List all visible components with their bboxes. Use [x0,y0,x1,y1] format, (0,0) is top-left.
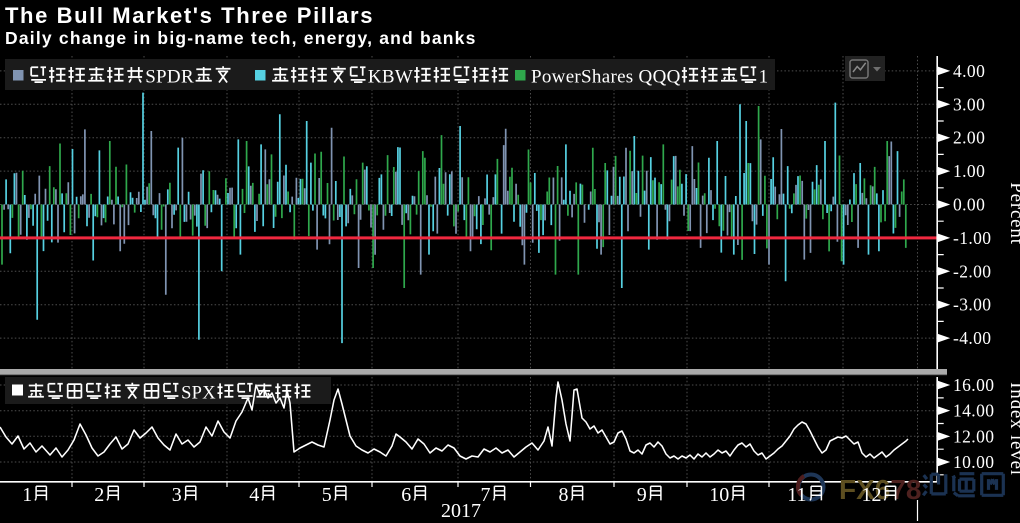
svg-text:FX678: FX678 [839,474,922,505]
svg-text:3: 3 [172,484,182,506]
svg-text:Index level: Index level [1006,382,1020,476]
svg-text:1: 1 [759,67,769,88]
svg-text:Percent: Percent [1006,182,1020,245]
svg-text:SPDR: SPDR [145,67,194,88]
svg-text:10.00: 10.00 [953,452,994,472]
svg-text:KBW: KBW [368,67,413,88]
svg-text:9: 9 [637,484,647,506]
svg-text:4.00: 4.00 [953,61,985,81]
svg-text:3.00: 3.00 [953,94,985,114]
svg-text:-1.00: -1.00 [953,228,991,248]
svg-text:12: 12 [862,484,882,506]
svg-text:4: 4 [249,484,259,506]
svg-text:PowerShares QQQ: PowerShares QQQ [531,67,681,88]
svg-text:-4.00: -4.00 [953,328,991,348]
svg-text:SPX: SPX [181,384,216,404]
svg-text:-2.00: -2.00 [953,261,991,281]
svg-text:14.00: 14.00 [953,401,994,421]
svg-text:7: 7 [481,484,491,506]
svg-text:1: 1 [22,484,32,506]
svg-text:10: 10 [709,484,729,506]
svg-text:2017: 2017 [441,500,481,522]
svg-text:1.00: 1.00 [953,161,985,181]
svg-text:5: 5 [322,484,332,506]
svg-text:6: 6 [401,484,411,506]
svg-text:2: 2 [94,484,104,506]
svg-text:12.00: 12.00 [953,426,994,446]
svg-text:8: 8 [559,484,569,506]
svg-text:2.00: 2.00 [953,128,985,148]
svg-text:11: 11 [787,484,806,506]
svg-text:-3.00: -3.00 [953,295,991,315]
svg-text:0.00: 0.00 [953,195,985,215]
svg-text:16.00: 16.00 [953,375,994,395]
